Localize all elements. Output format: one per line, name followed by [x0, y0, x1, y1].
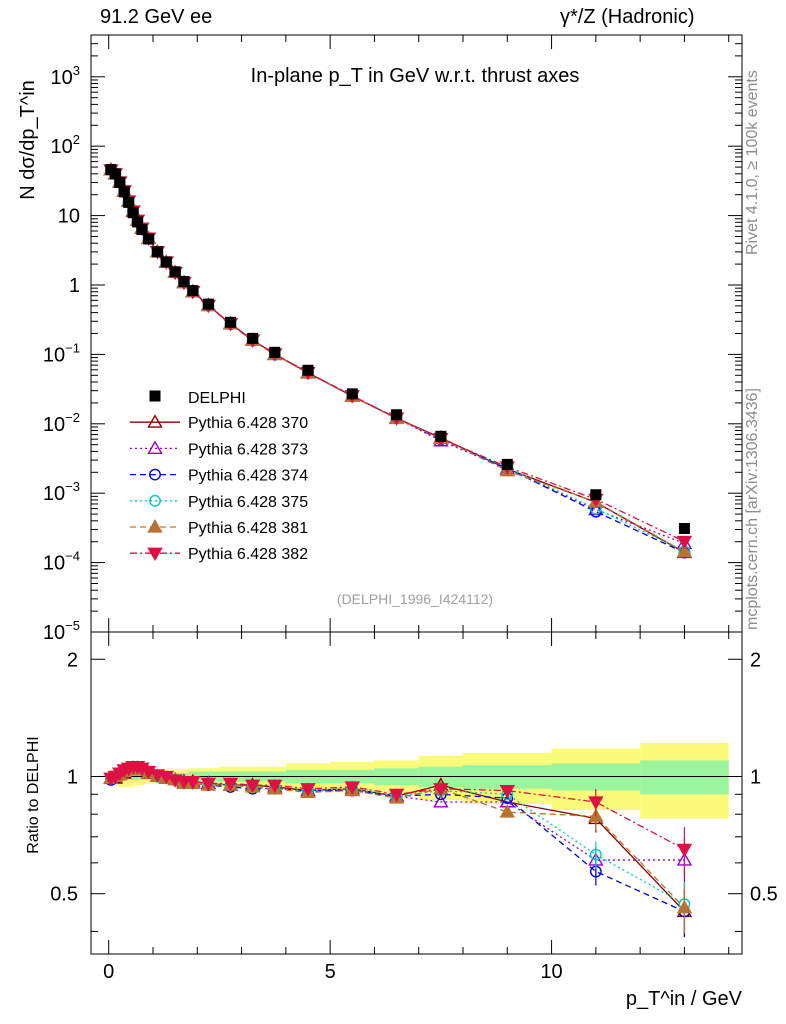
legend-label: Pythia 6.428 370 [188, 415, 308, 432]
data-point-delphi [123, 196, 135, 208]
ratio-series-marker [676, 899, 693, 914]
ratio-series-marker [433, 794, 449, 808]
ratio-series-marker [588, 796, 604, 810]
ratio-y-axis-label: Ratio to DELPHI [25, 736, 42, 853]
x-axis-label: p_T^in / GeV [626, 988, 743, 1010]
legend-label: Pythia 6.428 382 [188, 546, 308, 563]
ratio-series-marker [244, 779, 261, 794]
data-point-delphi [225, 316, 236, 328]
mcplots-label: mcplots.cern.ch [arXiv:1306.3436] [744, 388, 761, 630]
legend-marker-delphi [149, 390, 161, 402]
y-tick-label: 1 [69, 275, 80, 297]
y-tick-label: 10−1 [43, 340, 80, 366]
legend-label: Pythia 6.428 381 [188, 520, 308, 537]
y-tick-label: 10−2 [43, 410, 80, 436]
uncertainty-bands [108, 742, 729, 819]
ratio-frame [90, 631, 743, 955]
y-tick-label: 10−3 [43, 479, 80, 505]
ratio-series-marker [267, 779, 283, 794]
y-tick-label: 103 [51, 63, 80, 89]
series-marker [676, 543, 693, 558]
x-tick-label: 10 [540, 961, 562, 983]
y-axis-label: N dσ/dp_T^in [17, 80, 39, 200]
data-point-delphi [678, 522, 690, 534]
ratio-y-tick-label-right: 2 [750, 649, 761, 671]
data-point-delphi [247, 332, 259, 344]
ratio-y-tick-label-right: 1 [750, 766, 761, 788]
legend: DELPHI Pythia 6.428 370 Pythia 6.428 373 Py… [130, 390, 308, 563]
ratio-y-tick-label-right: 0.5 [750, 884, 778, 906]
tick-labels: 0 5 10 10−5 10−4 10−3 10−2 10−1 1 10 102 103 0.5 0.5 1… [43, 63, 778, 983]
energy-label: 91.2 GeV ee [100, 6, 213, 28]
data-point-delphi [127, 207, 139, 219]
y-tick-label: 10 [58, 206, 80, 228]
data-point-delphi [346, 388, 358, 400]
x-tick-label: 5 [325, 961, 336, 983]
ratio-y-tick-label: 2 [67, 649, 78, 671]
legend-marker [149, 494, 161, 507]
data-point-delphi [391, 409, 403, 421]
data-point-delphi [178, 276, 190, 288]
series-marker [676, 535, 693, 550]
legend-marker [147, 519, 163, 533]
ratio-series-marker [499, 804, 515, 818]
legend-marker [147, 414, 163, 428]
legend-label: Pythia 6.428 375 [188, 494, 308, 511]
data-point-delphi [269, 346, 281, 358]
ratio-series-marker [185, 776, 201, 790]
main-frame [90, 34, 743, 633]
legend-marker [147, 547, 163, 562]
y-tick-label: 102 [51, 132, 80, 158]
data-point-delphi [160, 256, 172, 268]
analysis-tag: (DELPHI_1996_I424112) [337, 591, 493, 607]
data-point-delphi [187, 285, 199, 297]
data-point-delphi [118, 186, 130, 198]
ratio-series-marker [300, 783, 316, 797]
inner-band [640, 760, 729, 795]
data-point-delphi [136, 224, 148, 236]
data-point-delphi [435, 430, 447, 442]
data-point-delphi [202, 298, 214, 310]
series-line [110, 169, 685, 545]
ratio-series-marker [499, 785, 515, 799]
ratio-series-marker [589, 848, 602, 861]
rivet-version-label: Rivet 4.1.0, ≥ 100k events [744, 70, 761, 255]
legend-marker [147, 440, 163, 454]
ratio-series-marker [344, 781, 360, 795]
inner-band [551, 763, 641, 791]
ratio-series-marker [433, 783, 449, 797]
axes-frame [90, 34, 743, 955]
ratio-y-tick-label: 0.5 [50, 884, 78, 906]
ratio-series-marker [388, 788, 405, 803]
legend-marker [149, 468, 161, 481]
data-point-delphi [151, 246, 163, 258]
data-point-delphi [132, 216, 143, 228]
x-tick-label: 0 [103, 961, 114, 983]
ratio-plot-series [103, 760, 693, 938]
ratio-series-marker [676, 843, 693, 858]
ratio-y-tick-label: 1 [67, 766, 78, 788]
series-line [110, 169, 685, 543]
data-point-delphi [114, 176, 126, 188]
legend-label-delphi: DELPHI [188, 390, 246, 407]
legend-label: Pythia 6.428 374 [188, 468, 308, 485]
data-point-delphi [143, 233, 155, 245]
data-point-delphi [590, 489, 602, 501]
data-point-delphi [169, 266, 181, 278]
y-tick-label: 10−5 [43, 618, 80, 644]
data-point-delphi [109, 168, 121, 180]
y-tick-label: 10−4 [43, 549, 80, 575]
data-point-delphi [302, 364, 314, 376]
legend-label: Pythia 6.428 373 [188, 441, 308, 458]
plot-title: In-plane p_T in GeV w.r.t. thrust axes [251, 65, 580, 87]
main-plot-series [103, 161, 693, 559]
ratio-series-marker [222, 777, 239, 792]
data-point-delphi [501, 458, 513, 470]
ratio-series-marker [200, 777, 217, 792]
process-label: γ*/Z (Hadronic) [560, 6, 695, 28]
